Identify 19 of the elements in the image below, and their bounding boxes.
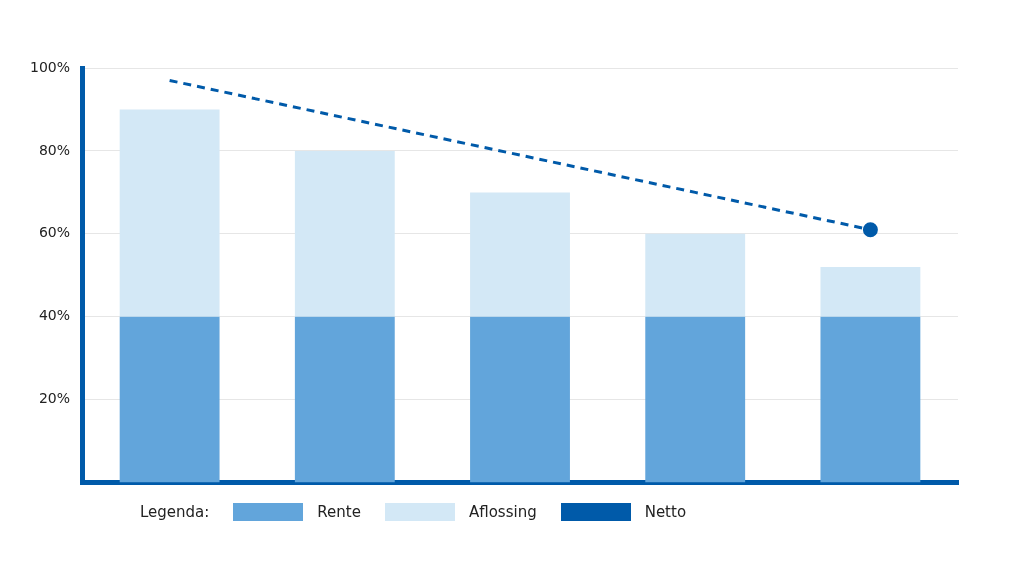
bar — [645, 316, 746, 483]
legend-title: Legenda: — [140, 503, 210, 521]
y-tick-label: 100% — [29, 58, 71, 75]
legend-label: Rente — [317, 503, 361, 521]
bar — [470, 192, 570, 317]
legend-label: Netto — [644, 503, 687, 521]
y-tick-label: 60% — [38, 224, 71, 241]
bar — [820, 267, 921, 317]
bar — [119, 316, 220, 483]
bar — [645, 233, 746, 317]
bar — [119, 109, 220, 317]
bar — [294, 150, 395, 317]
y-tick-label: 20% — [38, 390, 71, 407]
bar — [820, 316, 921, 483]
legend-label: Aflossing — [468, 503, 537, 521]
bar — [294, 316, 395, 483]
y-tick-label: 80% — [38, 141, 71, 158]
bar — [470, 316, 570, 483]
y-tick-label: 40% — [38, 307, 71, 324]
